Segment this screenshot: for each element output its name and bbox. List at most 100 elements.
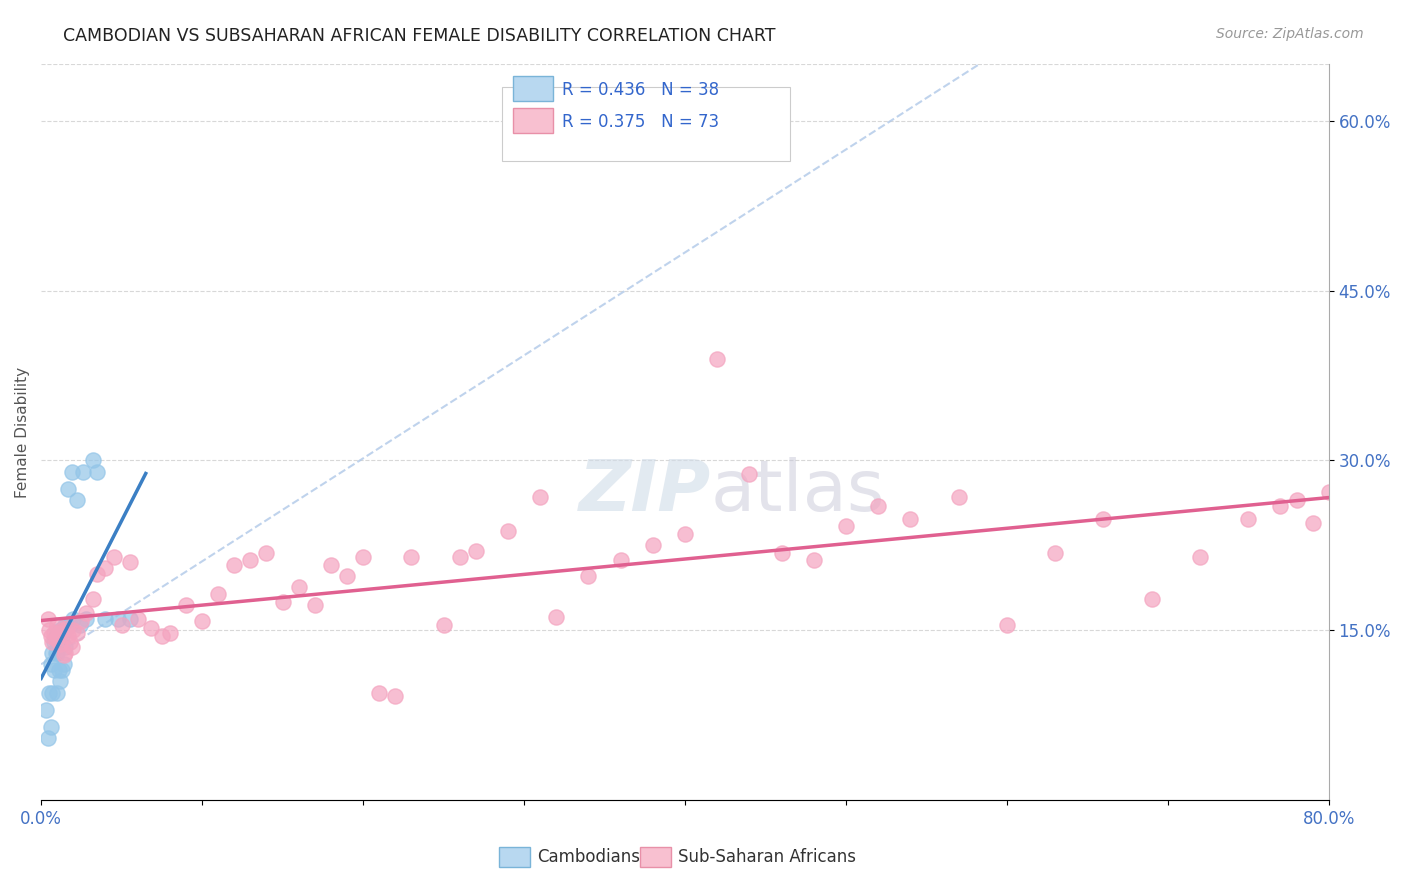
Point [529, 490, 551, 504]
Point [53, 617, 76, 632]
Point [48, 663, 70, 677]
Point [1092, 512, 1115, 526]
Point [69, 617, 91, 632]
Point [42, 663, 65, 677]
Text: Source: ZipAtlas.com: Source: ZipAtlas.com [1216, 27, 1364, 41]
Point [48, 629, 70, 643]
Point [271, 595, 294, 609]
Point [224, 558, 246, 572]
Point [48, 625, 70, 640]
Point [49, 637, 72, 651]
Point [65, 625, 87, 640]
Point [256, 546, 278, 560]
Point [770, 546, 793, 560]
Point [51, 629, 73, 643]
Point [1317, 485, 1340, 500]
Point [118, 612, 141, 626]
Point [59, 617, 82, 632]
Point [65, 493, 87, 508]
Point [336, 569, 359, 583]
Point [46, 617, 69, 632]
Point [868, 499, 890, 513]
Point [58, 629, 80, 643]
Point [401, 549, 423, 564]
Point [118, 555, 141, 569]
Point [53, 640, 76, 655]
Point [37, 612, 59, 626]
Y-axis label: Female Disability: Female Disability [15, 367, 30, 498]
Point [56, 617, 79, 632]
Point [898, 512, 921, 526]
Point [287, 580, 309, 594]
Text: atlas: atlas [710, 457, 884, 525]
Point [304, 599, 326, 613]
Point [72, 465, 94, 479]
Point [38, 685, 60, 699]
Point [51, 663, 73, 677]
Point [60, 640, 83, 655]
Point [62, 612, 84, 626]
Point [107, 612, 129, 626]
Point [352, 549, 374, 564]
Point [46, 646, 69, 660]
Point [738, 467, 761, 481]
Point [37, 731, 59, 745]
Point [52, 624, 75, 638]
Point [52, 648, 75, 663]
Point [75, 612, 97, 626]
Point [70, 614, 93, 628]
Point [94, 561, 117, 575]
Point [45, 632, 67, 647]
Point [46, 634, 69, 648]
Point [82, 591, 104, 606]
Point [239, 553, 262, 567]
Text: ZIP: ZIP [578, 457, 710, 525]
Point [75, 607, 97, 621]
Point [58, 482, 80, 496]
Point [41, 634, 63, 648]
Point [174, 599, 197, 613]
Point [1237, 512, 1260, 526]
Point [673, 527, 696, 541]
Point [86, 465, 108, 479]
Point [45, 646, 67, 660]
Point [1140, 591, 1163, 606]
Point [496, 524, 519, 538]
Point [948, 490, 970, 504]
Point [41, 646, 63, 660]
Text: Cambodians: Cambodians [537, 848, 640, 866]
Point [1302, 516, 1324, 530]
Point [641, 538, 664, 552]
Point [49, 674, 72, 689]
Point [39, 629, 62, 643]
Point [35, 703, 58, 717]
Point [39, 720, 62, 734]
Point [207, 587, 229, 601]
Point [803, 553, 825, 567]
Text: Sub-Saharan Africans: Sub-Saharan Africans [678, 848, 856, 866]
Point [432, 617, 454, 632]
Point [110, 617, 132, 632]
Point [46, 685, 69, 699]
Point [60, 465, 83, 479]
Point [139, 621, 162, 635]
Point [159, 625, 181, 640]
Point [53, 646, 76, 660]
Point [42, 625, 65, 640]
Point [52, 657, 75, 672]
Point [1043, 546, 1066, 560]
Point [94, 612, 117, 626]
Point [86, 566, 108, 581]
Text: CAMBODIAN VS SUBSAHARAN AFRICAN FEMALE DISABILITY CORRELATION CHART: CAMBODIAN VS SUBSAHARAN AFRICAN FEMALE D… [63, 27, 776, 45]
Point [45, 629, 67, 643]
Point [59, 634, 82, 648]
Point [41, 685, 63, 699]
Point [319, 558, 342, 572]
Point [191, 614, 214, 628]
Point [39, 657, 62, 672]
Point [384, 689, 406, 703]
Point [1285, 493, 1308, 508]
Point [42, 634, 65, 648]
Point [56, 621, 79, 635]
Point [576, 569, 599, 583]
